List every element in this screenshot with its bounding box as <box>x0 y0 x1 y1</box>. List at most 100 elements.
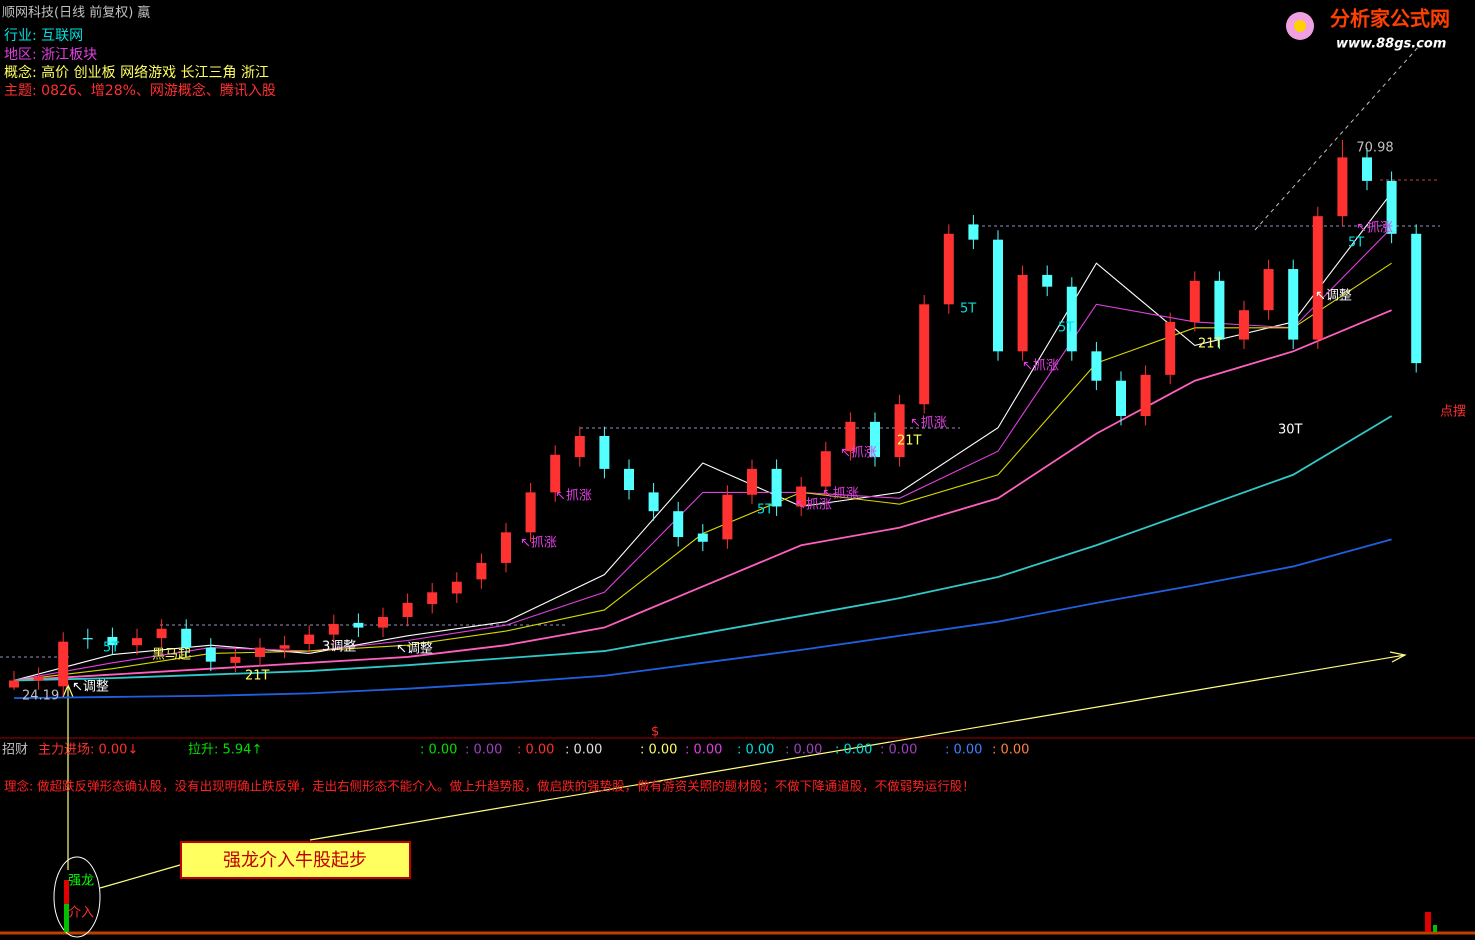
arrow-head <box>1389 651 1407 663</box>
theme: 主题: 0826、增28%、网游概念、腾讯入股 <box>4 82 276 99</box>
candle-body <box>304 634 315 645</box>
candle-body <box>845 421 856 452</box>
candle-body <box>353 622 364 628</box>
logo-url: www.88gs.com <box>1336 37 1446 52</box>
annotation: ↖抓涨 <box>1022 359 1059 374</box>
candle-body <box>9 680 19 688</box>
industry: 行业: 互联网 <box>4 28 83 44</box>
candle-body <box>255 647 265 657</box>
candle-body <box>1066 286 1077 352</box>
candle-body <box>1214 280 1225 340</box>
annotation: 21T <box>1198 337 1223 352</box>
candle-body <box>1239 310 1249 340</box>
indicator-value: : 0.00 <box>465 743 502 758</box>
arrow <box>99 864 181 889</box>
candle-body <box>328 624 339 635</box>
signal-bar <box>1425 912 1431 932</box>
annotation: 21T <box>245 669 270 684</box>
candle-body <box>673 511 684 538</box>
candle-body <box>33 676 44 681</box>
candle-body <box>796 486 807 507</box>
candle-body <box>132 638 142 646</box>
candle-body <box>1091 351 1102 381</box>
annotation: ↖调整 <box>1315 289 1352 304</box>
annotation: 5T <box>960 302 976 317</box>
concept: 概念: 高价 创业板 网络游戏 长江三角 浙江 <box>4 64 269 81</box>
candle-body <box>968 224 979 240</box>
indicator-marker: $ <box>651 725 659 740</box>
annotation: ↖抓涨 <box>795 498 832 513</box>
candle-body <box>1312 216 1323 340</box>
candle-body <box>574 435 585 458</box>
candle-body <box>1189 280 1200 322</box>
candle-body <box>1411 233 1422 364</box>
arrows <box>62 651 1407 889</box>
annotation: ↖抓涨 <box>910 416 947 431</box>
indicator-main: 主力进场: 0.00↓ <box>38 743 138 758</box>
indicator-value: : 0.00 <box>565 743 602 758</box>
annotation: 5T <box>1058 321 1074 336</box>
stock-title: 顺网科技(日线 前复权) 蠃 <box>2 5 150 21</box>
annotation: ↖抓涨 <box>555 489 592 504</box>
indicator-value: : 0.00 <box>420 743 457 758</box>
candle-body <box>648 492 659 512</box>
candle-body <box>1386 180 1397 234</box>
trend-line <box>1254 44 1421 231</box>
annotation: ↖调整 <box>72 680 109 695</box>
candle-body <box>820 451 831 487</box>
candle-body <box>181 628 192 648</box>
annotation: ↖抓涨 <box>1356 221 1393 236</box>
indicator-name: 招财 <box>2 743 28 758</box>
logo-name: 分析家公式网 <box>1330 7 1450 31</box>
indicator-value: : 0.00 <box>945 743 982 758</box>
candle-body <box>156 628 167 639</box>
annotation: ↖抓涨 <box>520 536 557 551</box>
candle-body <box>697 533 708 542</box>
candle-body <box>476 562 487 580</box>
indicator-value: : 0.00 <box>835 743 872 758</box>
candle-body <box>378 616 388 628</box>
candle-body <box>722 494 733 540</box>
annotation: ↖调整 <box>396 642 433 657</box>
candle-body <box>427 592 438 605</box>
indicator-value: : 0.00 <box>880 743 917 758</box>
candle-body <box>230 656 241 663</box>
candle-body <box>599 435 610 469</box>
indicator-value: : 0.00 <box>992 743 1029 758</box>
annotation: 30T <box>1278 423 1303 438</box>
candle-body <box>525 492 536 533</box>
candle-body <box>1042 274 1053 287</box>
candle-body <box>624 468 634 491</box>
annotation: 点摆 <box>1440 405 1466 420</box>
candle-body <box>402 602 413 617</box>
annotation: 21T <box>897 434 922 449</box>
moving-average <box>13 538 1392 699</box>
candle-body <box>279 645 290 649</box>
highlight-circle <box>53 856 101 938</box>
signal-bar <box>1433 925 1437 932</box>
candle-body <box>870 421 880 458</box>
candle-body <box>747 468 757 495</box>
candle-body <box>894 404 905 458</box>
logo-flower-core <box>1294 20 1306 32</box>
callout-box <box>180 841 411 879</box>
annotation: 5T <box>1348 236 1364 251</box>
indicator-value: : 0.00 <box>517 743 554 758</box>
candle-body <box>501 532 511 563</box>
annotation: 5T <box>103 641 119 656</box>
annotation: 3调整 <box>322 640 356 655</box>
candle-body <box>771 468 782 507</box>
candle-body <box>58 641 69 687</box>
candle-body <box>1116 380 1126 416</box>
annotation: 5T <box>757 503 773 518</box>
candle-body <box>1337 157 1348 217</box>
signal-bar <box>64 904 69 932</box>
callout-text: 强龙介入牛股起步 <box>223 850 367 871</box>
candle-body <box>1017 274 1028 352</box>
level-lines <box>0 225 1440 658</box>
high-label: 70.98 <box>1356 140 1393 155</box>
candle-body <box>1362 157 1372 181</box>
moving-average <box>13 192 1393 681</box>
moving-average <box>13 227 1392 682</box>
